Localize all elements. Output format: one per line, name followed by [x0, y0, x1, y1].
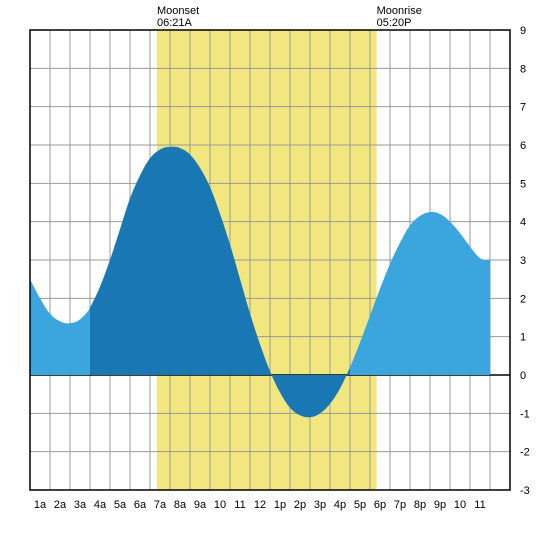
- moonset-time: 06:21A: [157, 17, 193, 29]
- y-tick-label: 5: [520, 178, 526, 190]
- x-tick-label: 2a: [54, 499, 67, 511]
- moonrise-label: Moonrise: [377, 5, 422, 17]
- x-tick-label: 9a: [194, 499, 207, 511]
- x-tick-label: 4a: [94, 499, 107, 511]
- moonset-label: Moonset: [157, 5, 199, 17]
- x-tick-label: 11: [234, 499, 245, 511]
- x-tick-label: 5p: [354, 499, 366, 511]
- x-tick-label: 4p: [334, 499, 346, 511]
- y-tick-label: -1: [520, 408, 530, 420]
- y-tick-label: 8: [520, 63, 526, 75]
- x-tick-label: 1a: [34, 499, 47, 511]
- x-tick-label: 6p: [374, 499, 386, 511]
- y-tick-label: 9: [520, 25, 526, 37]
- y-tick-label: 1: [520, 332, 526, 344]
- x-tick-label: 1p: [274, 499, 286, 511]
- x-tick-label: 12: [254, 499, 266, 511]
- x-tick-label: 2p: [294, 499, 306, 511]
- tide-chart: -3-2-101234567891a2a3a4a5a6a7a8a9a101112…: [0, 0, 550, 550]
- y-tick-label: -3: [520, 485, 530, 497]
- y-tick-label: 4: [520, 217, 526, 229]
- x-tick-label: 10: [214, 499, 226, 511]
- x-tick-label: 7p: [394, 499, 406, 511]
- x-tick-label: 9p: [434, 499, 446, 511]
- y-tick-label: 2: [520, 293, 526, 305]
- y-tick-label: 0: [520, 370, 526, 382]
- y-tick-label: 7: [520, 102, 526, 114]
- chart-svg: -3-2-101234567891a2a3a4a5a6a7a8a9a101112…: [0, 0, 550, 550]
- x-tick-label: 3a: [74, 499, 87, 511]
- y-tick-label: 3: [520, 255, 526, 267]
- x-tick-label: 6a: [134, 499, 147, 511]
- x-tick-label: 11: [474, 499, 485, 511]
- x-tick-label: 7a: [154, 499, 167, 511]
- x-tick-label: 10: [454, 499, 466, 511]
- y-tick-label: 6: [520, 140, 526, 152]
- x-tick-label: 3p: [314, 499, 326, 511]
- moonrise-time: 05:20P: [377, 17, 412, 29]
- x-tick-label: 8p: [414, 499, 426, 511]
- y-tick-label: -2: [520, 447, 530, 459]
- x-tick-label: 8a: [174, 499, 187, 511]
- x-tick-label: 5a: [114, 499, 127, 511]
